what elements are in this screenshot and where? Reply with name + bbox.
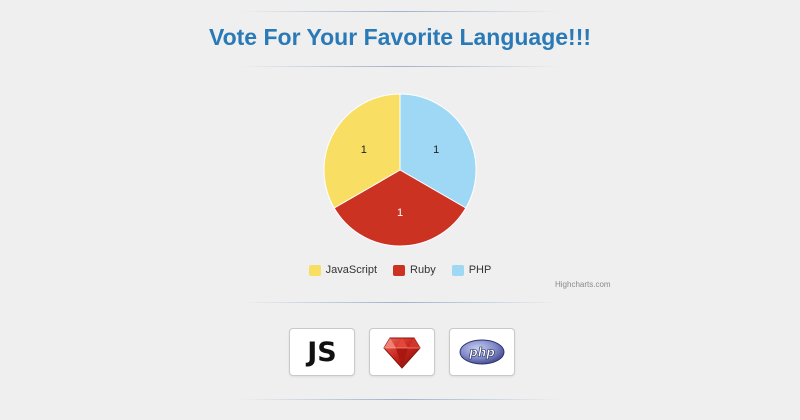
legend-label-ruby: Ruby <box>410 264 436 276</box>
top-divider <box>240 11 560 12</box>
pie-chart-svg: 1 1 1 <box>323 93 477 247</box>
legend-item-javascript[interactable]: JavaScript <box>308 264 378 276</box>
chart-divider <box>240 302 560 303</box>
legend-swatch-ruby <box>393 264 406 276</box>
vote-javascript-button[interactable]: JS <box>289 328 355 376</box>
page-title: Vote For Your Favorite Language!!! <box>208 24 592 50</box>
bottom-divider <box>240 399 560 400</box>
pie-slice-php[interactable] <box>399 93 477 209</box>
pie-slice-javascript[interactable] <box>323 93 401 209</box>
vote-ruby-button[interactable] <box>369 328 435 376</box>
legend-swatch-javascript <box>308 264 321 276</box>
legend-swatch-php <box>451 264 464 276</box>
vote-php-button[interactable]: php <box>449 328 515 376</box>
data-label-php: 1 <box>433 144 439 156</box>
data-label-ruby: 1 <box>397 207 403 219</box>
chart-legend: JavaScript Ruby PHP <box>0 264 800 276</box>
highcharts-credits-link[interactable]: Highcharts.com <box>555 280 611 289</box>
legend-item-ruby[interactable]: Ruby <box>393 264 436 276</box>
javascript-logo-icon: JS <box>307 336 337 368</box>
legend-label-php: PHP <box>468 264 492 276</box>
vote-buttons: JS <box>289 328 515 376</box>
data-label-javascript: 1 <box>361 144 367 156</box>
title-divider <box>240 66 560 67</box>
legend-label-javascript: JavaScript <box>325 264 378 276</box>
legend-item-php[interactable]: PHP <box>451 264 492 276</box>
ruby-gem-logo-icon <box>383 337 421 369</box>
php-logo-icon: php <box>459 339 505 365</box>
pie-chart: 1 1 1 <box>323 93 477 247</box>
php-logo-text: php <box>468 346 495 360</box>
